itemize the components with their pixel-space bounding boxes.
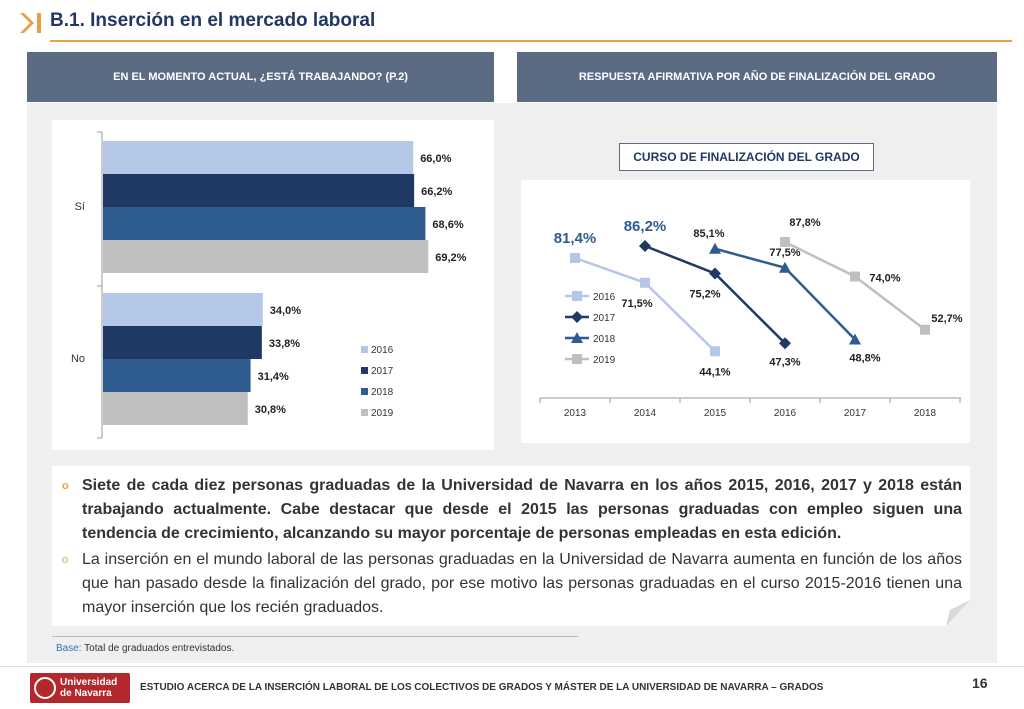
base-note: Base: Total de graduados entrevistados. xyxy=(56,643,234,654)
bar-2018 xyxy=(103,359,251,392)
bullet-1-text: Siete de cada diez personas graduadas de… xyxy=(82,477,962,542)
legend-label: 2018 xyxy=(593,334,616,345)
bar-value-label: 31,4% xyxy=(258,371,289,383)
point-label: 77,5% xyxy=(769,247,800,259)
legend-label: 2016 xyxy=(593,292,616,303)
bar-2019 xyxy=(103,240,429,273)
point-2016 xyxy=(710,346,720,357)
legend-swatch-2016 xyxy=(361,346,368,353)
point-2018 xyxy=(849,333,861,345)
point-label: 86,2% xyxy=(624,218,667,235)
point-label: 75,2% xyxy=(689,289,720,301)
point-label: 71,5% xyxy=(621,298,652,310)
legend-label: 2017 xyxy=(371,366,394,377)
legend-marker-2019 xyxy=(572,354,582,364)
page-number: 16 xyxy=(972,675,988,691)
point-2016 xyxy=(640,277,650,288)
curso-label-box: CURSO DE FINALIZACIÓN DEL GRADO xyxy=(619,143,874,171)
legend-label: 2018 xyxy=(371,387,394,398)
bar-value-label: 66,2% xyxy=(421,186,452,198)
university-logo: Universidad de Navarra xyxy=(30,673,130,703)
point-2019 xyxy=(850,271,860,282)
seal-icon xyxy=(34,677,56,699)
line-chart: 2013 2014 2015 2016 2017 2018 81,4% 71,5% 44,1% 8… xyxy=(539,217,963,419)
bullet-paragraph-1: o Siete de cada diez personas graduadas … xyxy=(62,474,962,546)
legend-swatch-2019 xyxy=(361,409,368,416)
base-text: Total de graduados entrevistados. xyxy=(81,643,235,654)
bar-chart: Sí 66,0% 66,2% 68,6% 69,2% No 34,0% 33,8% 31,4% 3… xyxy=(71,131,467,439)
legend-label: 2019 xyxy=(593,355,616,366)
point-2017 xyxy=(709,267,721,280)
footer-text: ESTUDIO ACERCA DE LA INSERCIÓN LABORAL D… xyxy=(140,682,824,693)
bar-chart-box: Sí 66,0% 66,2% 68,6% 69,2% No 34,0% 33,8% 31,4% 3… xyxy=(52,120,494,450)
bar-2016 xyxy=(103,293,263,326)
logo-text: Universidad de Navarra xyxy=(60,677,117,699)
bar-2018 xyxy=(103,207,426,240)
logo-line-2: de Navarra xyxy=(60,688,112,699)
legend-label: 2019 xyxy=(371,408,394,419)
x-tick-label: 2018 xyxy=(914,408,937,419)
bar-value-label: 66,0% xyxy=(420,153,451,165)
chevron-right-icon xyxy=(20,13,41,33)
legend-marker-2018 xyxy=(571,332,583,343)
base-label: Base: xyxy=(56,643,82,654)
bar-2019 xyxy=(103,392,248,425)
point-label: 85,1% xyxy=(693,228,724,240)
bar-2017 xyxy=(103,174,415,207)
legend-marker-2017 xyxy=(571,311,583,323)
bar-value-label: 69,2% xyxy=(435,252,466,264)
page-fold-decoration xyxy=(946,600,970,626)
point-2017 xyxy=(639,240,651,252)
point-2016 xyxy=(570,253,580,263)
page-title: B.1. Inserción en el mercado laboral xyxy=(50,10,376,31)
point-label: 48,8% xyxy=(849,353,880,365)
logo-line-1: Universidad xyxy=(60,677,118,688)
point-2018 xyxy=(779,261,791,273)
bar-value-label: 30,8% xyxy=(255,404,286,416)
series-line-2019 xyxy=(784,240,926,331)
point-label: 81,4% xyxy=(554,230,597,247)
legend-label: 2017 xyxy=(593,313,616,324)
bullet-paragraph-2: o La inserción en el mundo laboral de la… xyxy=(62,548,962,620)
line-chart-box: 2013 2014 2015 2016 2017 2018 81,4% 71,5% 44,1% 8… xyxy=(521,180,970,443)
point-label: 87,8% xyxy=(789,217,820,229)
base-divider xyxy=(52,636,578,637)
point-label: 74,0% xyxy=(869,273,900,285)
point-label: 47,3% xyxy=(769,356,800,368)
bar-2017 xyxy=(103,326,262,359)
legend-swatch-2017 xyxy=(361,367,368,374)
title-underline xyxy=(50,40,1012,42)
x-tick-label: 2016 xyxy=(774,408,797,419)
category-label: No xyxy=(71,353,85,365)
bar-value-label: 33,8% xyxy=(269,338,300,350)
text-box: o Siete de cada diez personas graduadas … xyxy=(52,466,970,626)
point-label: 52,7% xyxy=(931,313,962,325)
x-tick-label: 2013 xyxy=(564,408,587,419)
right-panel-header: RESPUESTA AFIRMATIVA POR AÑO DE FINALIZA… xyxy=(517,52,997,102)
bullet-marker: o xyxy=(62,480,69,492)
category-label: Sí xyxy=(75,201,85,213)
bar-2016 xyxy=(103,141,414,174)
footer-divider xyxy=(0,666,1024,667)
point-2019 xyxy=(920,324,930,335)
legend-label: 2016 xyxy=(371,345,394,356)
legend-marker-2016 xyxy=(572,291,582,301)
x-tick-label: 2017 xyxy=(844,408,867,419)
bullet-2-text: La inserción en el mundo laboral de las … xyxy=(82,551,962,616)
point-label: 44,1% xyxy=(699,366,730,378)
bar-value-label: 68,6% xyxy=(432,219,463,231)
bar-value-label: 34,0% xyxy=(270,305,301,317)
point-2017 xyxy=(779,337,791,350)
x-tick-label: 2015 xyxy=(704,408,727,419)
point-2018 xyxy=(709,242,721,254)
x-tick-label: 2014 xyxy=(634,408,657,419)
left-panel-header: EN EL MOMENTO ACTUAL, ¿ESTÁ TRABAJANDO? … xyxy=(27,52,494,102)
legend-swatch-2018 xyxy=(361,388,368,395)
title-bar: B.1. Inserción en el mercado laboral xyxy=(0,0,1024,44)
point-2019 xyxy=(780,237,790,247)
bullet-marker: o xyxy=(62,554,69,566)
